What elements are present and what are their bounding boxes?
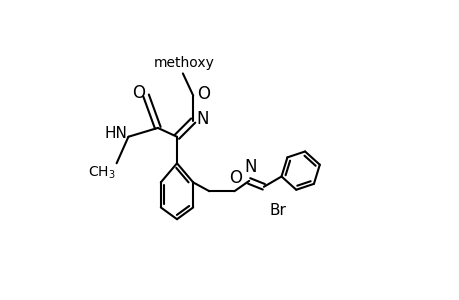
Text: O: O <box>132 84 145 102</box>
Text: O: O <box>197 85 210 103</box>
Text: O: O <box>229 169 242 187</box>
Text: Br: Br <box>269 203 285 218</box>
Text: methoxy: methoxy <box>154 56 214 70</box>
Text: N: N <box>244 158 256 175</box>
Text: N: N <box>196 110 208 128</box>
Text: HN: HN <box>104 126 127 141</box>
Text: CH$_3$: CH$_3$ <box>87 165 115 181</box>
